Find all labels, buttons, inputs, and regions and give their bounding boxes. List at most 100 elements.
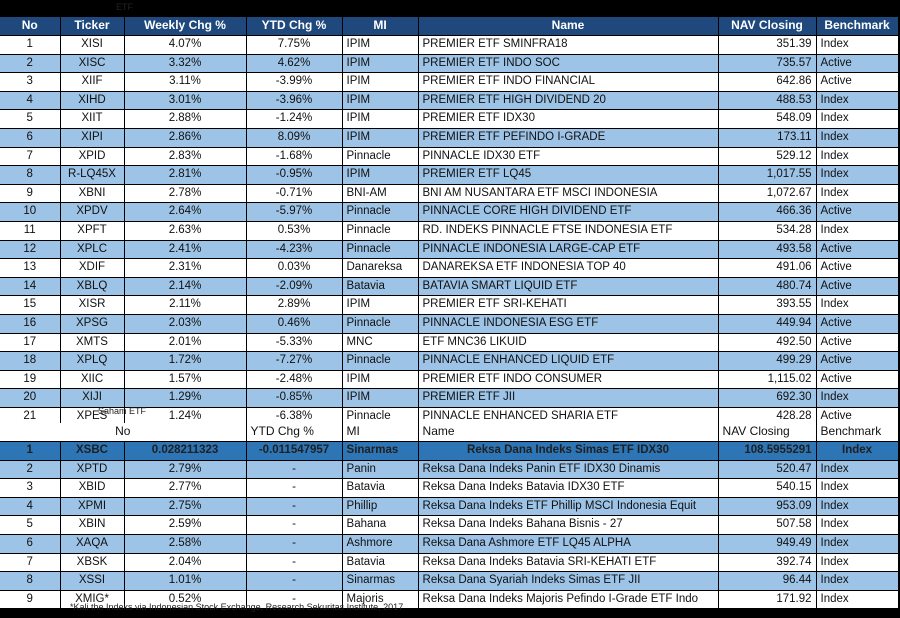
col2-nav-closing[interactable]: NAV Closing	[718, 423, 817, 442]
table-row[interactable]: 8 XSSI 1.01% - Sinarmas Reksa Dana Syariah In…	[0, 571, 899, 591]
table-cell: Reksa Dana Indeks Majoris Pefindo I-Grad…	[418, 590, 719, 610]
table-row[interactable]: 6 XIPI 2.86% 8.09% IPIM PREMIER ETF PEFINDO I…	[0, 128, 899, 148]
table-row[interactable]: 5 XBIN 2.59% - Bahana Reksa Dana Indeks Bahan…	[0, 515, 899, 535]
table-cell: Index	[816, 515, 899, 535]
table-row[interactable]: 7 XPID 2.83% -1.68% Pinnacle PINNACLE IDX30 E…	[0, 147, 899, 167]
col-name[interactable]: Name	[418, 17, 719, 36]
table-row[interactable]: 3 XIIF 3.11% -3.99% IPIM PREMIER ETF INDO FIN…	[0, 72, 899, 92]
table-row[interactable]: 6 XAQA 2.58% - Ashmore Reksa Dana Ashmore ETF…	[0, 534, 899, 554]
table-cell: XDIF	[60, 258, 125, 278]
col-mi[interactable]: MI	[342, 17, 419, 36]
table-cell: -1.24%	[246, 109, 343, 129]
table-cell: Index	[816, 460, 899, 480]
table-cell: 2.79%	[124, 460, 247, 480]
table-cell: Active	[816, 351, 899, 371]
table-cell: 15	[0, 295, 61, 315]
col-ticker[interactable]: Ticker	[60, 17, 125, 36]
table-cell: 520.47	[718, 460, 817, 480]
table-cell: XPES	[60, 407, 125, 427]
table-row[interactable]: 19 XIIC 1.57% -2.48% IPIM PREMIER ETF INDO CO…	[0, 370, 899, 390]
table-cell: XBSK	[60, 553, 125, 573]
col-benchmark[interactable]: Benchmark	[816, 17, 899, 36]
table-row[interactable]: 12 XPLC 2.41% -4.23% Pinnacle PINNACLE INDONE…	[0, 240, 899, 260]
table-row[interactable]: 3 XBID 2.77% - Batavia Reksa Dana Indeks Bata…	[0, 478, 899, 498]
col-no[interactable]: No	[0, 17, 61, 36]
table-cell: Active	[816, 240, 899, 260]
table-cell: 2.04%	[124, 553, 247, 573]
table-row[interactable]: 1 XSBC 0.028211323 -0.011547957 Sinarmas Reks…	[0, 441, 899, 461]
table-cell: -	[246, 553, 343, 573]
table-row[interactable]: 11 XPFT 2.63% 0.53% Pinnacle RD. INDEKS PINNA…	[0, 221, 899, 241]
table-cell: Index	[816, 441, 899, 461]
table-cell: Pinnacle	[342, 351, 419, 371]
col2-no[interactable]: No	[0, 423, 247, 442]
table-row[interactable]: 4 XIHD 3.01% -3.96% IPIM PREMIER ETF HIGH DIV…	[0, 91, 899, 111]
col2-mi[interactable]: MI	[342, 423, 419, 442]
table-row[interactable]: 7 XBSK 2.04% - Batavia Reksa Dana Indeks Bata…	[0, 553, 899, 573]
table-cell: 6	[0, 128, 61, 148]
table-cell: Active	[816, 407, 899, 427]
table-cell: 493.58	[718, 240, 817, 260]
col-ytd-chg[interactable]: YTD Chg %	[246, 17, 343, 36]
table-cell: 1.29%	[124, 388, 247, 408]
table-cell: 0.46%	[246, 314, 343, 334]
table-cell: 548.09	[718, 109, 817, 129]
table-cell: 0.52%	[124, 590, 247, 610]
col-nav-closing[interactable]: NAV Closing	[718, 17, 817, 36]
table-cell: 735.57	[718, 54, 817, 74]
table-cell: 14	[0, 277, 61, 297]
table-cell: 173.11	[718, 128, 817, 148]
table-row[interactable]: 1 XISI 4.07% 7.75% IPIM PREMIER ETF SMINFRA18…	[0, 35, 899, 55]
table-cell: XIIF	[60, 72, 125, 92]
table-cell: 2.75%	[124, 497, 247, 517]
table-cell: 9	[0, 184, 61, 204]
table-cell: 9	[0, 590, 61, 610]
table-cell: 2.78%	[124, 184, 247, 204]
table-row[interactable]: 13 XDIF 2.31% 0.03% Danareksa DANAREKSA ETF I…	[0, 258, 899, 278]
table-cell: -	[246, 497, 343, 517]
table-cell: Batavia	[342, 553, 419, 573]
table-cell: Pinnacle	[342, 240, 419, 260]
table-cell: -5.97%	[246, 202, 343, 222]
table-row[interactable]: 17 XMTS 2.01% -5.33% MNC ETF MNC36 LIKUID 492.…	[0, 333, 899, 353]
table-cell: PINNACLE INDONESIA ESG ETF	[418, 314, 719, 334]
table-cell: 1.01%	[124, 571, 247, 591]
table-cell: XIIT	[60, 109, 125, 129]
table-row[interactable]: 18 XPLQ 1.72% -7.27% Pinnacle PINNACLE ENHANC…	[0, 351, 899, 371]
table-cell: IPIM	[342, 35, 419, 55]
table-row[interactable]: 4 XPMI 2.75% - Phillip Reksa Dana Indeks ETF …	[0, 497, 899, 517]
table-cell: -2.09%	[246, 277, 343, 297]
col-weekly-chg[interactable]: Weekly Chg %	[124, 17, 247, 36]
table-row[interactable]: 20 XIJI 1.29% -0.85% IPIM PREMIER ETF JII 692.…	[0, 388, 899, 408]
table-cell: XSSI	[60, 571, 125, 591]
table-row[interactable]: 5 XIIT 2.88% -1.24% IPIM PREMIER ETF IDX30 548…	[0, 109, 899, 129]
table-row[interactable]: 14 XBLQ 2.14% -2.09% Batavia BATAVIA SMART LI…	[0, 277, 899, 297]
table-cell: XMIG*	[60, 590, 125, 610]
table-cell: 351.39	[718, 35, 817, 55]
col2-ytd-chg[interactable]: YTD Chg %	[246, 423, 343, 442]
table-cell: Index	[816, 497, 899, 517]
table-row[interactable]: 9 XMIG* 0.52% - Majoris Reksa Dana Indeks Maj…	[0, 590, 899, 610]
etf-second-table: No YTD Chg % MI Name NAV Closing Benchma…	[0, 423, 899, 610]
table-cell: -4.23%	[246, 240, 343, 260]
table-cell: 1.72%	[124, 351, 247, 371]
table-cell: 5	[0, 109, 61, 129]
table-row[interactable]: 2 XISC 3.32% 4.62% IPIM PREMIER ETF INDO SOC 7…	[0, 54, 899, 74]
table-row[interactable]: 9 XBNI 2.78% -0.71% BNI-AM BNI AM NUSANTARA E…	[0, 184, 899, 204]
table-cell: IPIM	[342, 72, 419, 92]
table-row[interactable]: 16 XPSG 2.03% 0.46% Pinnacle PINNACLE INDONES…	[0, 314, 899, 334]
table-cell: Reksa Dana Indeks Batavia SRI-KEHATI ETF	[418, 553, 719, 573]
table-cell: PREMIER ETF IDX30	[418, 109, 719, 129]
table-cell: PINNACLE INDONESIA LARGE-CAP ETF	[418, 240, 719, 260]
table-row[interactable]: 15 XISR 2.11% 2.89% IPIM PREMIER ETF SRI-KEHA…	[0, 295, 899, 315]
col2-name[interactable]: Name	[418, 423, 719, 442]
table-cell: ETF MNC36 LIKUID	[418, 333, 719, 353]
table-cell: BNI AM NUSANTARA ETF MSCI INDONESIA	[418, 184, 719, 204]
table-row[interactable]: 2 XPTD 2.79% - Panin Reksa Dana Indeks Panin …	[0, 460, 899, 480]
table-cell: 3.01%	[124, 91, 247, 111]
table-cell: Index	[816, 147, 899, 167]
table-cell: IPIM	[342, 128, 419, 148]
col2-benchmark[interactable]: Benchmark	[816, 423, 899, 442]
table-row[interactable]: 10 XPDV 2.64% -5.97% Pinnacle PINNACLE CORE H…	[0, 202, 899, 222]
table-row[interactable]: 8 R-LQ45X 2.81% -0.95% IPIM PREMIER ETF LQ45 1…	[0, 165, 899, 185]
